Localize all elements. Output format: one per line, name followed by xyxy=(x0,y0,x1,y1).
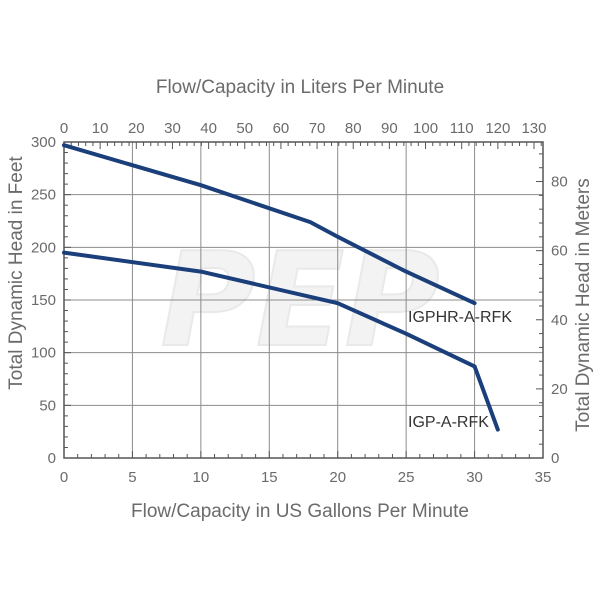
y-left-tick-label: 0 xyxy=(48,450,56,467)
x-top-tick-label: 60 xyxy=(273,120,290,137)
y-right-axis-title: Total Dynamic Head in Meters xyxy=(573,178,594,431)
x-top-tick-label: 50 xyxy=(236,120,253,137)
x-top-tick-label: 130 xyxy=(521,120,546,137)
axes: 0 5 10 15 20 25 30 35 0 10 20 30 40 50 60 70 80 90 100 110 1… xyxy=(31,120,568,486)
y-left-axis-title: Total Dynamic Head in Feet xyxy=(6,156,27,390)
x-top-tick-label: 90 xyxy=(381,120,398,137)
x-top-tick-label: 70 xyxy=(309,120,326,137)
series-label-igphr-a-rfk: IGPHR-A-RFK xyxy=(408,309,512,326)
x-bottom-tick-label: 10 xyxy=(193,469,210,486)
y-right-tick-label: 0 xyxy=(551,450,559,467)
x-top-tick-label: 110 xyxy=(450,120,474,137)
x-top-tick-label: 100 xyxy=(413,120,438,137)
x-bottom-tick-label: 20 xyxy=(329,469,346,486)
y-right-tick-label: 40 xyxy=(551,312,568,329)
x-bottom-tick-label: 25 xyxy=(398,469,415,486)
x-top-axis-title: Flow/Capacity in Liters Per Minute xyxy=(156,77,444,98)
x-bottom-tick-label: 35 xyxy=(535,469,552,486)
x-bottom-tick-label: 5 xyxy=(128,469,136,486)
x-bottom-tick-label: 30 xyxy=(466,469,483,486)
x-top-tick-label: 20 xyxy=(128,120,145,137)
x-bottom-tick-label: 15 xyxy=(261,469,278,486)
y-left-tick-label: 50 xyxy=(39,397,56,414)
series-line-igphr-a-rfk xyxy=(62,143,477,306)
y-left-tick-label: 250 xyxy=(31,187,56,204)
series-line-igp-a-rfk xyxy=(62,250,500,432)
y-right-tick-label: 20 xyxy=(551,381,568,398)
x-bottom-axis-title: Flow/Capacity in US Gallons Per Minute xyxy=(131,501,469,522)
y-left-tick-label: 300 xyxy=(31,134,56,151)
x-bottom-tick-label: 0 xyxy=(60,469,68,486)
y-left-tick-label: 150 xyxy=(31,292,56,309)
x-top-tick-label: 120 xyxy=(485,120,510,137)
y-right-tick-label: 80 xyxy=(551,174,568,191)
series-label-igp-a-rfk: IGP-A-RFK xyxy=(408,414,489,431)
y-left-tick-label: 100 xyxy=(31,345,56,362)
x-top-tick-label: 80 xyxy=(345,120,362,137)
y-left-tick-label: 200 xyxy=(31,239,56,256)
x-top-tick-label: 30 xyxy=(164,120,181,137)
y-right-tick-label: 60 xyxy=(551,243,568,260)
series-lines xyxy=(62,143,500,432)
x-top-tick-label: 10 xyxy=(92,120,109,137)
x-top-tick-label: 40 xyxy=(200,120,217,137)
x-top-tick-label: 0 xyxy=(60,120,68,137)
